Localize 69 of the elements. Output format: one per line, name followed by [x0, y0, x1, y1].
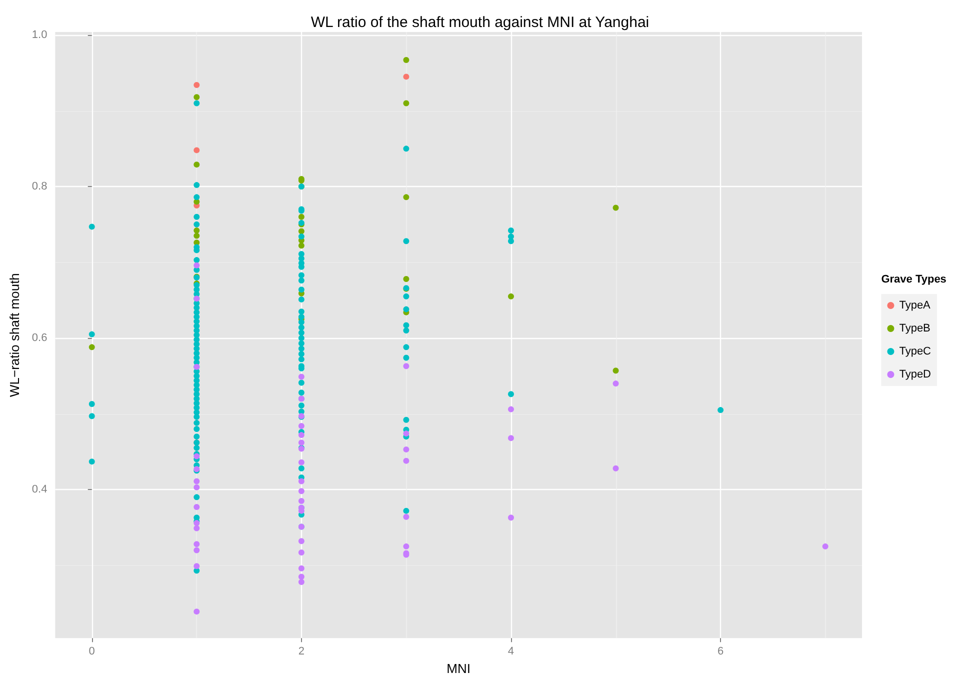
point: [194, 525, 200, 532]
point: [403, 194, 410, 200]
y-tick-label: 0.4: [32, 484, 48, 496]
point: [194, 232, 200, 239]
point: [403, 543, 410, 550]
point: [298, 228, 304, 234]
point: [194, 547, 200, 554]
point: [194, 262, 200, 268]
point: [88, 344, 95, 350]
point: [194, 82, 200, 88]
point: [194, 228, 200, 234]
point: [508, 435, 514, 442]
point: [298, 574, 304, 580]
point: [298, 242, 304, 249]
point: [612, 380, 619, 387]
point: [194, 563, 200, 570]
point: [298, 538, 304, 544]
point: [194, 162, 200, 168]
point: [612, 368, 619, 374]
point: [403, 100, 410, 106]
legend-title: Grave Types: [881, 274, 946, 286]
x-axis-title: MNI: [446, 661, 471, 676]
point: [194, 504, 200, 510]
x-tick-label: 6: [717, 646, 724, 658]
point: [403, 363, 410, 370]
legend-label: TypeD: [899, 368, 932, 380]
point: [194, 147, 200, 154]
legend-label: TypeB: [899, 322, 930, 334]
y-tick-label: 1.0: [32, 29, 48, 42]
point: [403, 458, 410, 464]
point: [194, 478, 200, 484]
point: [298, 440, 304, 446]
x-tick-label: 0: [88, 646, 95, 658]
point: [298, 579, 304, 586]
point: [298, 565, 304, 572]
point: [194, 94, 200, 100]
point: [822, 543, 828, 550]
chart-title: WL ratio of the shaft mouth against MNI at Yanghai: [310, 14, 650, 31]
point: [298, 459, 304, 466]
point: [612, 465, 619, 472]
legend-label: TypeA: [899, 300, 932, 312]
point: [298, 498, 304, 504]
point: [298, 214, 304, 220]
y-axis-title: WL−ratio shaft mouth: [7, 273, 22, 398]
point: [508, 406, 514, 412]
point: [194, 453, 200, 460]
point: [298, 374, 304, 380]
point: [194, 608, 200, 615]
legend-label: TypeC: [899, 346, 932, 358]
y-tick-label: 0.6: [32, 332, 48, 344]
point: [298, 422, 304, 429]
x-tick-label: 2: [298, 646, 304, 658]
x-tick-label: 4: [508, 646, 514, 658]
y-tick-label: 0.8: [32, 180, 48, 193]
point: [403, 446, 410, 452]
point: [298, 478, 304, 484]
point: [194, 541, 200, 548]
point: [403, 514, 410, 520]
point: [508, 514, 514, 521]
point: [403, 74, 410, 80]
point: [403, 430, 410, 437]
point: [612, 204, 619, 211]
point: [403, 276, 410, 282]
point: [298, 432, 304, 438]
point: [298, 549, 304, 556]
point: [298, 488, 304, 494]
point: [508, 293, 514, 300]
point: [194, 484, 200, 490]
point: [403, 57, 410, 64]
